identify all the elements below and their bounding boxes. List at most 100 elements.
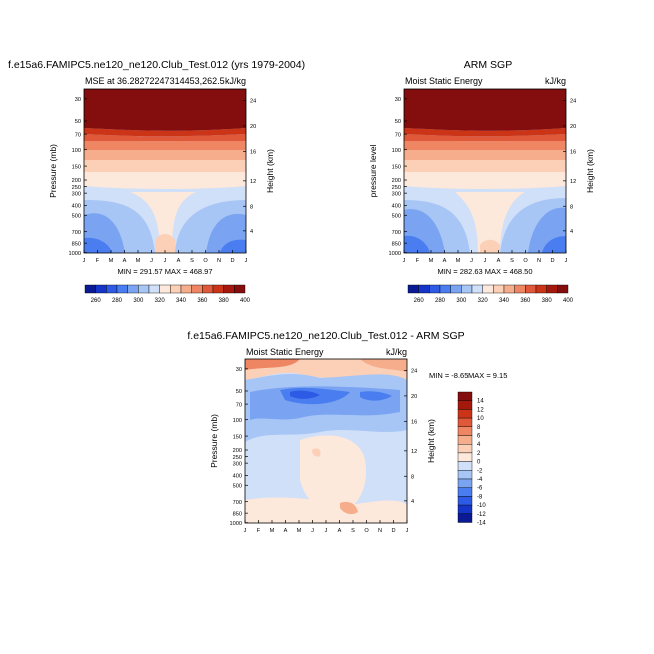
y-right-tick-label: 12 [250, 179, 256, 185]
y-tick-label: 70 [236, 402, 242, 408]
x-tick-label: M [270, 528, 275, 534]
y-tick-label: 500 [233, 483, 242, 489]
diff-contour-band [290, 390, 320, 399]
y-tick-label: 400 [72, 204, 81, 210]
panel-diff: f.e15a6.FAMIPC5.ne120_ne120.Club_Test.01… [187, 330, 507, 534]
colorbar-label: 12 [477, 407, 484, 413]
y-right-tick-label: 20 [250, 124, 256, 130]
x-tick-label: J [244, 528, 247, 534]
x-tick-label: A [443, 258, 447, 264]
colorbar-label: 360 [197, 298, 208, 304]
x-tick-label: O [523, 258, 528, 264]
y-tick-label: 100 [392, 148, 401, 154]
colorbar-swatch [127, 284, 139, 294]
colorbar-swatch [457, 470, 473, 480]
colorbar-label: 4 [477, 442, 481, 448]
x-tick-label: M [297, 528, 302, 534]
colorbar-swatch [493, 284, 505, 294]
colorbar-label: 10 [477, 416, 484, 422]
x-tick-label: J [403, 258, 406, 264]
colorbar-label: 280 [112, 298, 123, 304]
diff-contour-band [360, 391, 392, 401]
colorbar-swatch [116, 284, 128, 294]
colorbar-swatch [138, 284, 150, 294]
colorbar-swatch [525, 284, 537, 294]
colorbar-label: 260 [91, 298, 102, 304]
y-right-tick-label: 4 [250, 229, 253, 235]
diff-contour-band [360, 359, 407, 372]
mse-contour-band [542, 236, 566, 253]
colorbar-swatch [407, 284, 419, 294]
mse-contour-band [84, 141, 246, 150]
colorbar-swatch [457, 435, 473, 445]
y-right-tick-label: 20 [411, 394, 417, 400]
x-tick-label: J [565, 258, 568, 264]
colorbar-swatch [457, 487, 473, 497]
diff-contour-band [245, 359, 300, 370]
colorbar-label: 2 [477, 451, 481, 457]
colorbar-label: 280 [435, 298, 446, 304]
y-tick-label: 850 [392, 241, 401, 247]
colorbar-swatch [457, 504, 473, 515]
mse-contour-band [155, 234, 175, 253]
colorbar-swatch [429, 284, 441, 294]
panel-model-y-ticks-right: 24 20 16 12 8 4 [243, 99, 256, 235]
panel-model-ylabel: Pressure (mb) [48, 144, 58, 198]
y-tick-label: 1000 [69, 251, 81, 257]
y-tick-label: 700 [233, 500, 242, 506]
y-right-tick-label: 12 [570, 179, 576, 185]
x-tick-label: A [177, 258, 181, 264]
y-tick-label: 150 [392, 164, 401, 170]
y-tick-label: 300 [72, 191, 81, 197]
x-tick-label: D [230, 258, 234, 264]
colorbar-label: -10 [477, 503, 486, 509]
y-tick-label: 200 [392, 178, 401, 184]
y-right-tick-label: 4 [570, 229, 573, 235]
mse-contour-band [404, 128, 566, 137]
panel-diff-subtitle-right: kJ/kg [386, 347, 407, 357]
y-tick-label: 150 [233, 434, 242, 440]
x-tick-label: S [351, 528, 355, 534]
mse-contour-band [220, 239, 246, 253]
panel-model-plot-area [83, 88, 247, 254]
colorbar-label: 6 [477, 434, 481, 440]
x-tick-label: N [537, 258, 541, 264]
panel-obs-colorbar: 260 280 300 320 340 360 380 400 [407, 284, 574, 304]
panel-obs-subtitle-right: kJ/kg [545, 76, 566, 86]
x-tick-label: J [484, 258, 487, 264]
panel-obs-subtitle-left: Moist Static Energy [405, 76, 483, 86]
mse-contour-band [404, 235, 430, 253]
colorbar-label: 360 [520, 298, 531, 304]
y-tick-label: 30 [75, 97, 81, 103]
diff-contour-band [245, 497, 407, 523]
y-right-tick-label: 12 [411, 449, 417, 455]
colorbar-label: 320 [155, 298, 166, 304]
mse-contour-band [404, 141, 566, 150]
colorbar-label: 300 [133, 298, 144, 304]
x-tick-label: A [338, 528, 342, 534]
panel-model-subtitle-left: MSE at 36.28272247314453,262.5 [85, 76, 225, 86]
colorbar-swatch [170, 284, 182, 294]
colorbar-swatch [202, 284, 214, 294]
y-tick-label: 400 [392, 204, 401, 210]
colorbar-swatch [457, 496, 473, 506]
y-right-tick-label: 4 [411, 499, 414, 505]
x-tick-label: J [406, 528, 409, 534]
x-tick-label: J [83, 258, 86, 264]
colorbar-swatch [439, 284, 451, 294]
y-tick-label: 70 [75, 132, 81, 138]
x-tick-label: N [217, 258, 221, 264]
y-tick-label: 100 [72, 148, 81, 154]
x-tick-label: F [96, 258, 100, 264]
panel-obs-stats: MIN = 282.63 MAX = 468.50 [437, 267, 532, 276]
colorbar-swatch [457, 478, 473, 488]
colorbar-swatch [471, 284, 483, 294]
colorbar-label: 380 [219, 298, 230, 304]
colorbar-label: -8 [477, 494, 483, 500]
x-tick-label: A [497, 258, 501, 264]
colorbar-swatch [457, 513, 473, 523]
